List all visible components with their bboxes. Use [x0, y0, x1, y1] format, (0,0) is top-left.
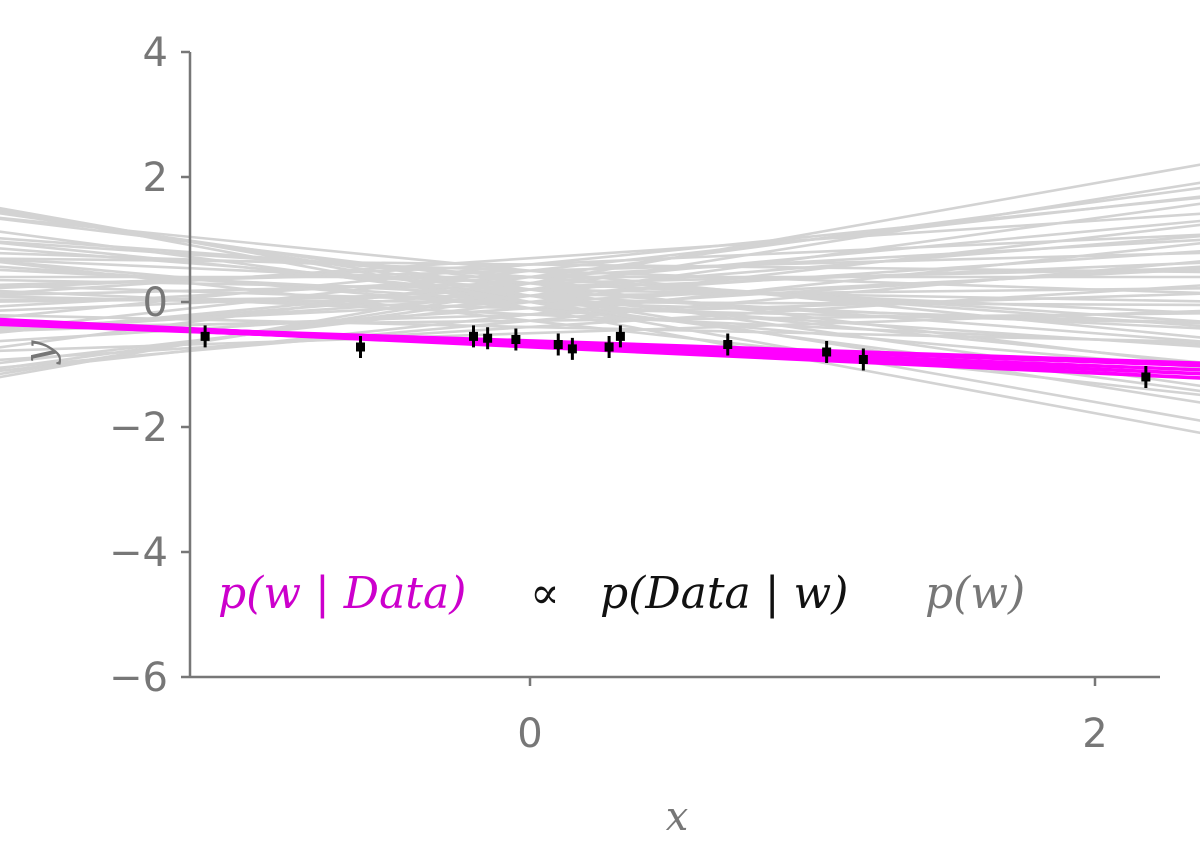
data-point-marker-10 [822, 347, 832, 357]
x-axis-label: x [666, 794, 689, 840]
prior-sample-line-34 [0, 240, 1200, 323]
data-point-marker-0 [200, 331, 210, 341]
data-point-marker-5 [553, 340, 563, 349]
data-point-marker-2 [469, 331, 478, 341]
y-tick-label-1: −4 [109, 530, 168, 576]
prior-sample-line-9 [0, 234, 1200, 334]
data-points [200, 325, 1151, 388]
prior-sample-line-46 [0, 208, 1200, 435]
prior-term: p(w) [925, 568, 1025, 619]
prior-sample-line-48 [0, 313, 1200, 344]
x-tick-label-1: 0 [517, 711, 542, 757]
prior-sample-line-16 [0, 268, 1200, 330]
data-point-6 [567, 337, 577, 360]
prior-sample-line-24 [0, 312, 1200, 328]
data-point-9 [723, 333, 733, 356]
y-axis-label: y [16, 339, 62, 365]
data-point-10 [822, 341, 832, 363]
data-point-marker-1 [356, 342, 365, 352]
prior-sample-lines [0, 163, 1200, 435]
data-point-marker-7 [604, 342, 614, 352]
prior-sample-line-47 [0, 237, 1200, 328]
y-tick-label-2: −2 [109, 405, 168, 451]
data-point-marker-3 [483, 333, 493, 343]
data-point-3 [483, 327, 493, 350]
prior-sample-line-13 [0, 238, 1200, 308]
data-point-marker-9 [723, 340, 733, 349]
prior-sample-line-6 [0, 196, 1200, 319]
y-tick-label-5: 4 [143, 30, 168, 76]
prior-sample-line-29 [0, 251, 1200, 295]
y-tick-label-3: 0 [143, 280, 168, 326]
data-point-marker-8 [615, 331, 625, 341]
likelihood-term: p(Data | w) [600, 568, 848, 619]
y-tick-label-4: 2 [143, 155, 168, 201]
data-point-marker-4 [511, 335, 521, 344]
data-point-1 [356, 336, 365, 358]
data-point-8 [615, 325, 625, 348]
prior-sample-line-7 [0, 219, 1200, 334]
bayes-rule-annotation: p(w | Data) ∝ p(Data | w) p(w) [218, 568, 1025, 619]
data-point-7 [604, 336, 614, 358]
data-point-marker-6 [567, 344, 577, 354]
x-tick-label-2: 2 [1082, 711, 1107, 757]
prior-sample-line-33 [0, 289, 1200, 346]
proportional-symbol: ∝ [530, 568, 560, 619]
data-point-marker-11 [858, 355, 868, 364]
data-point-0 [200, 325, 210, 348]
prior-sample-line-18 [0, 284, 1200, 362]
data-point-marker-12 [1141, 372, 1151, 382]
y-tick-label-0: −6 [109, 655, 168, 701]
data-point-5 [553, 333, 563, 356]
posterior-term: p(w | Data) [218, 568, 466, 619]
prior-sample-line-39 [0, 241, 1200, 364]
data-point-12 [1141, 366, 1151, 388]
prior-sample-line-38 [0, 216, 1200, 339]
data-point-4 [511, 328, 521, 351]
prior-sample-line-49 [0, 309, 1200, 353]
data-point-11 [858, 348, 868, 371]
data-point-2 [469, 325, 478, 348]
